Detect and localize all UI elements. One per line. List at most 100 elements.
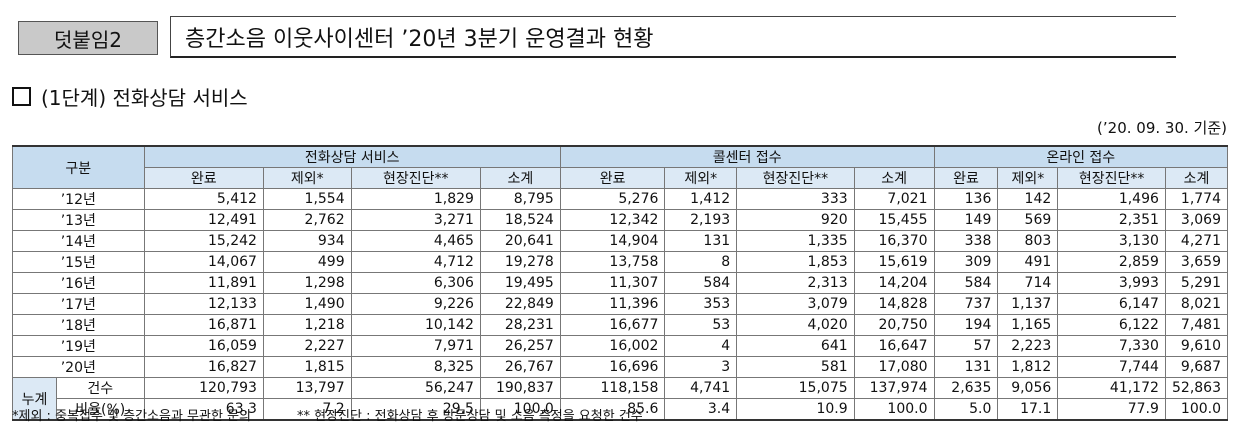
value-cell: 2,227 [262,335,352,357]
header-group: 전화상담 서비스 [143,145,561,168]
attachment-badge: 덧붙임2 [18,21,158,55]
value-cell: 714 [997,272,1059,294]
header-subcolumn: 제외* [262,167,352,189]
value-cell: 57 [933,335,999,357]
value-cell: 11,891 [143,272,264,294]
header-subcolumn: 완료 [933,167,999,189]
value-cell: 3 [664,356,738,378]
total-ratio-cell: 3.4 [664,398,738,421]
value-cell: 10,142 [350,314,481,336]
value-cell: 9,226 [350,293,481,315]
total-count-cell: 137,974 [853,377,935,399]
header-subcolumn: 현장진단** [350,167,481,189]
total-ratio-cell: 63.3 [143,398,264,421]
value-cell: 19,495 [479,272,561,294]
total-ratio-cell: 7.2 [262,398,352,421]
value-cell: 5,412 [143,188,264,210]
value-cell: 16,059 [143,335,264,357]
value-cell: 53 [664,314,738,336]
value-cell: 149 [933,209,999,231]
table-row: ’19년 16,059 2,227 7,971 26,257 16,002 4 641 16,6… [12,335,1229,357]
value-cell: 7,971 [350,335,481,357]
value-cell: 4,712 [350,251,481,273]
table-row: ’17년 12,133 1,490 9,226 22,849 11,396 353 3,079… [12,293,1229,315]
header-subcolumn: 완료 [559,167,666,189]
value-cell: 9,687 [1164,356,1229,378]
value-cell: 491 [997,251,1059,273]
total-ratio-cell: 17.1 [997,398,1059,421]
value-cell: 1,812 [997,356,1059,378]
value-cell: 17,080 [853,356,935,378]
total-count-cell: 9,056 [997,377,1059,399]
header-subcolumn: 소계 [853,167,935,189]
section-heading: (1단계) 전화상담 서비스 [12,82,248,111]
value-cell: 3,993 [1057,272,1166,294]
value-cell: 2,313 [736,272,855,294]
value-cell: 8,795 [479,188,561,210]
value-cell: 6,147 [1057,293,1166,315]
total-ratio-cell: 29.5 [350,398,481,421]
value-cell: 1,165 [997,314,1059,336]
value-cell: 26,767 [479,356,561,378]
value-cell: 14,204 [853,272,935,294]
value-cell: 136 [933,188,999,210]
value-cell: 14,067 [143,251,264,273]
year-cell: ’14년 [12,230,145,252]
count-label: 건수 [55,377,145,399]
value-cell: 333 [736,188,855,210]
total-count-cell: 120,793 [143,377,264,399]
table-body: ’12년 5,412 1,554 1,829 8,795 5,276 1,412 333 7,0… [12,188,1229,421]
header-group: 온라인 접수 [933,145,1229,168]
value-cell: 15,619 [853,251,935,273]
total-ratio-cell: 5.0 [933,398,999,421]
report-title: 층간소음 이웃사이센터 ’20년 3분기 운영결과 현황 [170,16,1176,58]
value-cell: 803 [997,230,1059,252]
value-cell: 16,677 [559,314,666,336]
report-header: 덧붙임2 층간소음 이웃사이센터 ’20년 3분기 운영결과 현황 [18,16,1176,58]
value-cell: 1,554 [262,188,352,210]
year-cell: ’12년 [12,188,145,210]
value-cell: 194 [933,314,999,336]
value-cell: 12,491 [143,209,264,231]
table-row: ’13년 12,491 2,762 3,271 18,524 12,342 2,193 920… [12,209,1229,231]
total-count-cell: 41,172 [1057,377,1166,399]
year-cell: ’15년 [12,251,145,273]
value-cell: 1,137 [997,293,1059,315]
value-cell: 4 [664,335,738,357]
value-cell: 1,218 [262,314,352,336]
value-cell: 1,496 [1057,188,1166,210]
value-cell: 3,079 [736,293,855,315]
value-cell: 22,849 [479,293,561,315]
section-title: (1단계) 전화상담 서비스 [41,86,248,110]
total-ratio-row: 비율(%) 63.3 7.2 29.5 100.0 85.6 3.4 10.9 100.0 5.0… [13,398,1229,421]
value-cell: 142 [997,188,1059,210]
total-ratio-cell: 100.0 [853,398,935,421]
value-cell: 2,859 [1057,251,1166,273]
value-cell: 4,020 [736,314,855,336]
value-cell: 3,659 [1164,251,1229,273]
total-count-cell: 52,863 [1164,377,1229,399]
value-cell: 569 [997,209,1059,231]
year-cell: ’16년 [12,272,145,294]
value-cell: 6,122 [1057,314,1166,336]
header-subcolumn: 제외* [997,167,1059,189]
value-cell: 15,455 [853,209,935,231]
value-cell: 3,130 [1057,230,1166,252]
table-row: ’15년 14,067 499 4,712 19,278 13,758 8 1,853 15,6… [12,251,1229,273]
value-cell: 14,904 [559,230,666,252]
value-cell: 920 [736,209,855,231]
year-cell: ’17년 [12,293,145,315]
value-cell: 1,335 [736,230,855,252]
value-cell: 28,231 [479,314,561,336]
year-cell: ’20년 [12,356,145,378]
value-cell: 641 [736,335,855,357]
table-row: ’14년 15,242 934 4,465 20,641 14,904 131 1,335 16… [12,230,1229,252]
table-row: ’12년 5,412 1,554 1,829 8,795 5,276 1,412 333 7,0… [12,188,1229,210]
value-cell: 1,298 [262,272,352,294]
total-ratio-cell: 77.9 [1057,398,1166,421]
value-cell: 15,242 [143,230,264,252]
value-cell: 19,278 [479,251,561,273]
ratio-label: 비율(%) [55,398,145,421]
value-cell: 4,465 [350,230,481,252]
year-cell: ’18년 [12,314,145,336]
